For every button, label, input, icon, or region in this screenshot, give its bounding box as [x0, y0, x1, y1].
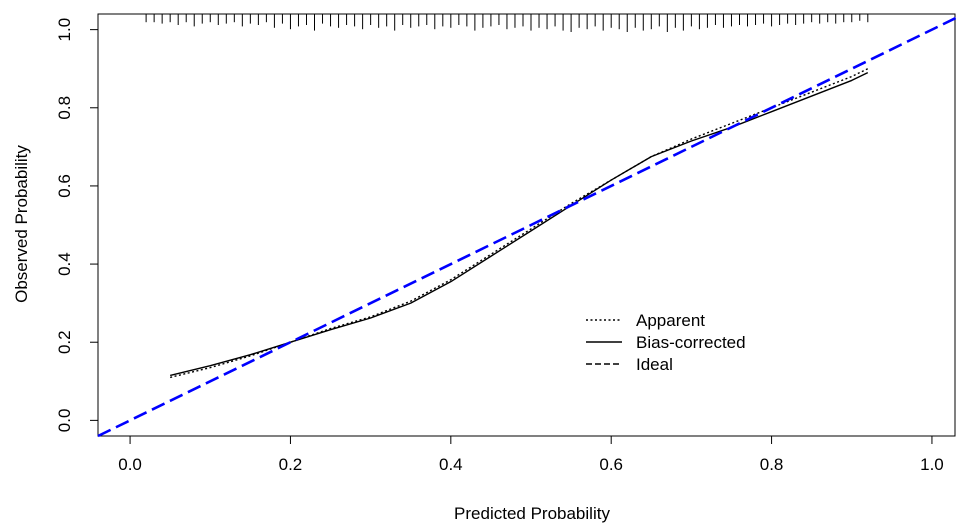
- x-axis: 0.0 0.2 0.4 0.6 0.8 1.0: [118, 436, 944, 474]
- x-tick-label: 0.8: [760, 455, 784, 474]
- series-line-bias-corrected: [170, 71, 869, 377]
- x-axis-title: Predicted Probability: [454, 504, 610, 523]
- x-tick-label: 0.6: [599, 455, 623, 474]
- rug-ticks: [145, 14, 869, 32]
- legend-label: Apparent: [636, 311, 705, 330]
- x-tick-label: 1.0: [920, 455, 944, 474]
- y-tick-label: 0.4: [55, 252, 74, 276]
- y-axis: 0.0 0.2 0.4 0.6 0.8 1.0: [55, 18, 98, 432]
- plot-border: [97, 13, 956, 437]
- y-tick-label: 0.8: [55, 96, 74, 120]
- legend: Apparent Bias-corrected Ideal: [586, 311, 746, 374]
- plot-frame: [97, 13, 956, 437]
- y-tick-label: 0.2: [55, 330, 74, 354]
- series-layer: [97, 16, 956, 438]
- y-tick-label: 0.0: [55, 409, 74, 433]
- legend-label: Bias-corrected: [636, 333, 746, 352]
- y-tick-label: 0.6: [55, 174, 74, 198]
- y-tick-label: 1.0: [55, 18, 74, 42]
- x-tick-label: 0.4: [439, 455, 463, 474]
- y-axis-title: Observed Probability: [12, 145, 31, 303]
- legend-label: Ideal: [636, 355, 673, 374]
- x-tick-label: 0.2: [279, 455, 303, 474]
- x-tick-label: 0.0: [118, 455, 142, 474]
